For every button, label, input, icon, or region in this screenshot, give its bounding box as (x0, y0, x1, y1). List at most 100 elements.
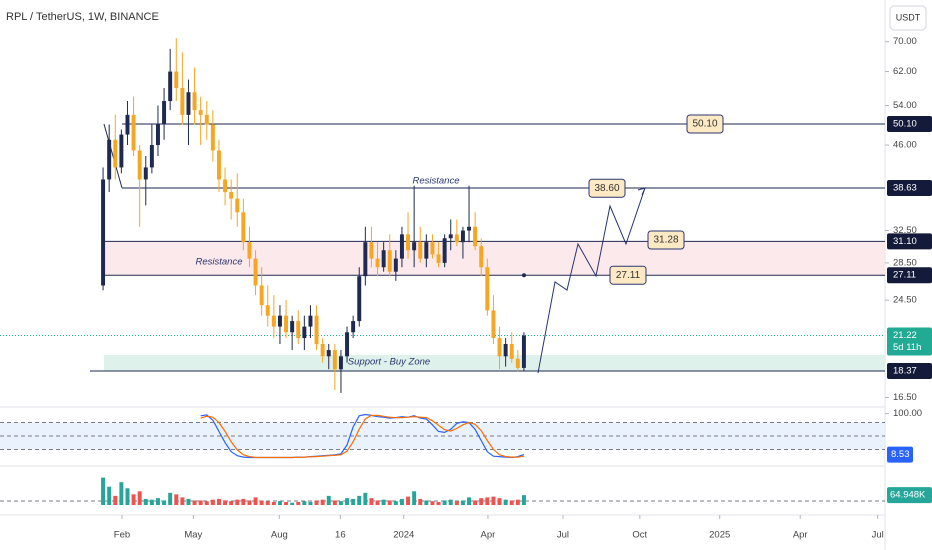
candle-body (497, 338, 502, 357)
volume-bar (345, 498, 350, 505)
candle-body (174, 71, 179, 88)
callout-box (686, 114, 724, 134)
x-tick-label: Oct (632, 530, 647, 541)
candle-body (338, 356, 343, 370)
candle-body (503, 343, 508, 357)
candle-body (320, 343, 325, 357)
candle-body (436, 254, 441, 263)
y-tick-label: 16.50 (893, 392, 917, 403)
volume-bar (369, 498, 374, 505)
candle-body (326, 350, 331, 357)
x-tick-label: May (184, 530, 202, 541)
currency-button[interactable] (889, 5, 927, 31)
volume-bar (320, 499, 325, 505)
candle-body (515, 358, 520, 368)
candle-body (101, 179, 106, 286)
currency-label[interactable]: USDT (896, 12, 921, 22)
chart-title: RPL / TetherUS, 1W, BINANCE (6, 11, 159, 23)
candle-body (424, 242, 429, 259)
volume-bar (430, 501, 435, 505)
volume-bar (265, 501, 270, 505)
volume-bar (503, 499, 508, 505)
y-tick-label: 70.00 (893, 36, 917, 47)
volume-bar (424, 500, 429, 505)
candle-body (387, 250, 392, 272)
level-tag (887, 233, 932, 250)
candle-body (284, 315, 289, 333)
volume-bar (174, 494, 179, 505)
x-tick-label: Feb (114, 530, 130, 541)
volume-bar (125, 488, 130, 505)
volume-bar (381, 499, 386, 505)
candle-body (473, 226, 478, 247)
callout-box (588, 178, 626, 198)
candle-body (204, 114, 209, 125)
candle-body (162, 101, 167, 125)
volume-bar (332, 500, 337, 505)
volume-bar (271, 501, 276, 505)
volume-bar (357, 495, 362, 505)
volume-bar (473, 500, 478, 505)
candle-body (149, 145, 154, 168)
candle-body (192, 92, 197, 111)
candle-body (247, 242, 252, 259)
volume-bar (308, 501, 313, 505)
candle-body (479, 246, 484, 268)
volume-bar (375, 500, 380, 505)
level-tag (887, 180, 932, 197)
x-tick-label: 2025 (709, 530, 730, 541)
volume-bar (235, 499, 240, 505)
volume-bar (277, 501, 282, 505)
x-tick-label: 2024 (393, 530, 414, 541)
candle-body (290, 321, 295, 333)
callout-label: 38.60 (594, 183, 619, 194)
candle-body (418, 242, 423, 259)
volume-tag-label: 64.948K (890, 490, 926, 501)
candle-body (332, 350, 337, 370)
candle-body (265, 305, 270, 316)
volume-bar (229, 501, 234, 505)
callout-label: 31.28 (653, 235, 678, 246)
candle-body (369, 242, 374, 259)
volume-bar (296, 501, 301, 505)
resistance-zone (104, 241, 885, 276)
volume-bar (442, 500, 447, 505)
x-tick-label: Jul (557, 530, 569, 541)
x-tick-label: 16 (335, 530, 346, 541)
candle-body (296, 321, 301, 339)
volume-bar (198, 500, 203, 505)
stoch-line (200, 414, 524, 459)
volume-bar (351, 498, 356, 505)
callout-box (609, 265, 647, 285)
volume-bar (326, 495, 331, 505)
volume-bar (491, 496, 496, 505)
level-tag-label: 27.11 (893, 270, 916, 281)
volume-bar (137, 491, 142, 505)
volume-bar (479, 498, 484, 505)
candle-body (229, 192, 234, 199)
volume-bar (418, 498, 423, 505)
volume-bar (192, 500, 197, 505)
volume-bar (460, 500, 465, 505)
candle-body (314, 315, 319, 344)
volume-bar (454, 501, 459, 505)
volume-bar (387, 500, 392, 505)
candle-body (399, 234, 404, 259)
volume-bar (216, 498, 221, 505)
volume-bar (180, 497, 185, 505)
candle-body (363, 242, 368, 277)
level-tag-label: 50.10 (893, 119, 917, 130)
level-tag (887, 362, 932, 379)
candle-body (235, 198, 240, 213)
y-tick-label: 32.50 (893, 225, 917, 236)
candle-body (253, 258, 258, 286)
volume-bar (338, 501, 343, 505)
candle-body (491, 310, 496, 339)
candle-body (375, 258, 380, 268)
volume-bar (253, 497, 258, 505)
volume-bar (186, 498, 191, 505)
level-tag-label: 18.37 (893, 366, 917, 377)
x-tick-label: Apr (793, 530, 808, 541)
annotation: Support - Buy Zone (348, 357, 430, 368)
volume-bar (168, 492, 173, 505)
